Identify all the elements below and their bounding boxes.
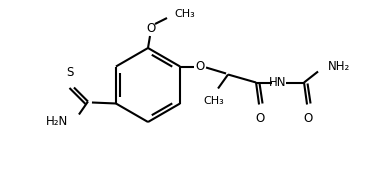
Text: CH₃: CH₃ bbox=[203, 95, 224, 105]
Text: O: O bbox=[303, 112, 313, 125]
Text: CH₃: CH₃ bbox=[174, 9, 195, 19]
Text: NH₂: NH₂ bbox=[328, 60, 350, 73]
Text: H₂N: H₂N bbox=[46, 115, 68, 128]
Text: HN: HN bbox=[269, 76, 287, 89]
Text: O: O bbox=[255, 112, 265, 125]
Text: O: O bbox=[195, 60, 205, 73]
Text: S: S bbox=[66, 65, 74, 78]
Text: O: O bbox=[146, 21, 156, 34]
